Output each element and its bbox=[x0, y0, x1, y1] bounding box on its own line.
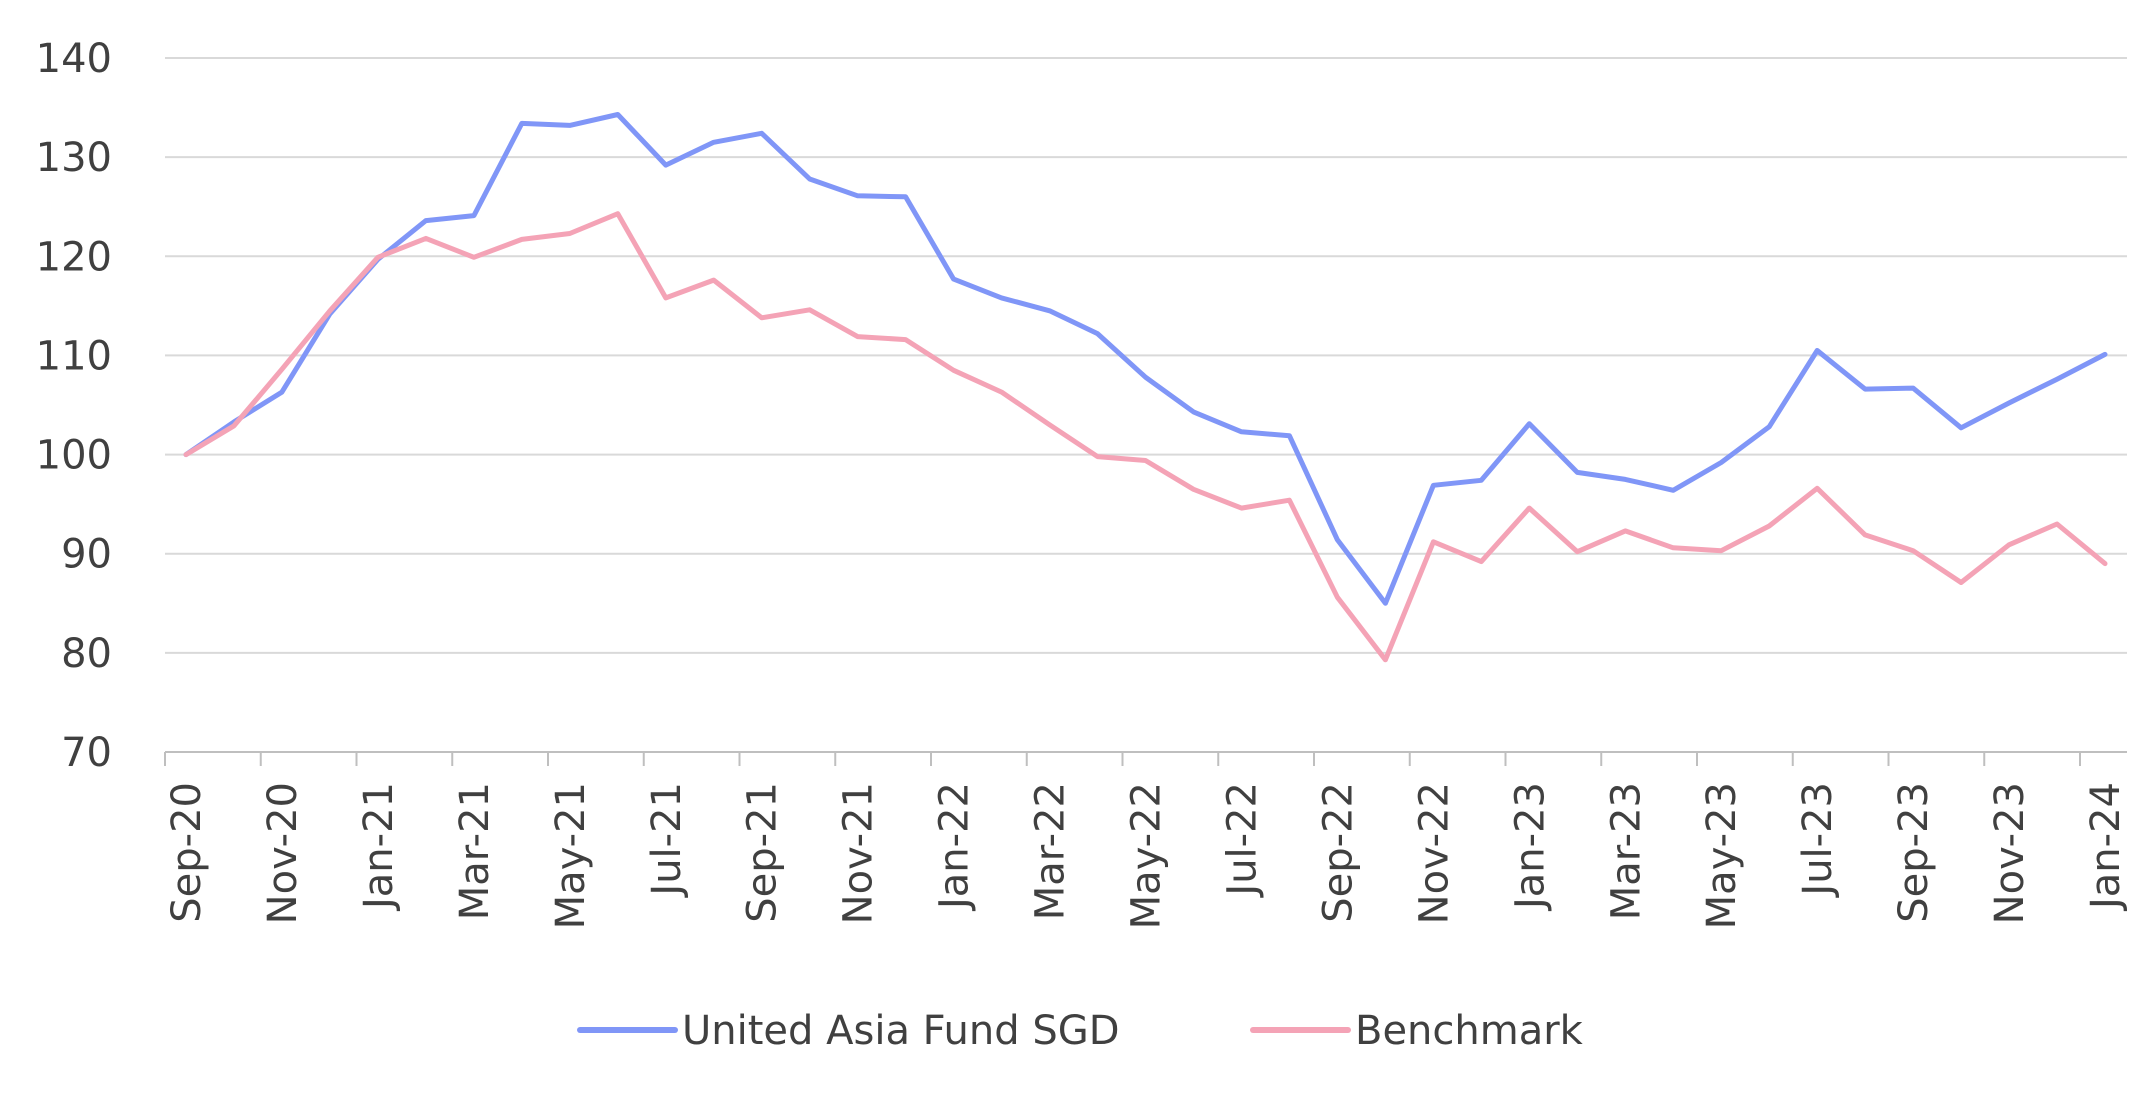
x-tick-label: Sep-21 bbox=[740, 782, 786, 923]
x-tick-label: Sep-23 bbox=[1891, 782, 1937, 923]
x-tick-label: Sep-20 bbox=[164, 782, 210, 923]
series-line-fund bbox=[183, 112, 2108, 606]
gridlines bbox=[165, 57, 2127, 654]
x-tick-label: Mar-23 bbox=[1603, 782, 1649, 920]
x-tick-label: Mar-21 bbox=[452, 782, 498, 920]
y-tick-label: 100 bbox=[36, 433, 112, 479]
x-tick-label: Jul-23 bbox=[1795, 782, 1841, 899]
y-tick-label: 120 bbox=[36, 234, 112, 280]
x-axis-tick-labels: Sep-20 Nov-20 Jan-21 Mar-21 May-21 Jul-21 Sep-… bbox=[164, 782, 2129, 929]
series-lines bbox=[183, 112, 2108, 663]
x-tick-label: Jan-21 bbox=[356, 782, 402, 912]
y-tick-label: 90 bbox=[61, 532, 112, 578]
x-tick-label: Jan-24 bbox=[2083, 782, 2129, 912]
x-tick-label: Sep-22 bbox=[1315, 782, 1361, 923]
x-tick-label: Nov-23 bbox=[1987, 782, 2033, 924]
legend-label: Benchmark bbox=[1355, 1008, 1584, 1054]
y-axis-tick-labels: 70 80 90 100 110 120 130 140 bbox=[36, 36, 112, 776]
legend: United Asia Fund SGD Benchmark bbox=[577, 1008, 1584, 1054]
legend-label: United Asia Fund SGD bbox=[682, 1008, 1120, 1054]
y-tick-label: 140 bbox=[36, 36, 112, 82]
x-tick-label: Jul-21 bbox=[644, 782, 690, 899]
y-tick-label: 110 bbox=[36, 333, 112, 379]
y-tick-label: 80 bbox=[61, 631, 112, 677]
x-tick-label: Mar-22 bbox=[1028, 782, 1074, 920]
x-tick-label: May-21 bbox=[548, 782, 594, 929]
x-tick-label: Nov-20 bbox=[260, 782, 306, 924]
x-tick-label: May-22 bbox=[1124, 782, 1170, 929]
y-tick-label: 70 bbox=[61, 730, 112, 776]
series-line-benchmark bbox=[183, 211, 2108, 663]
x-axis bbox=[164, 751, 2127, 766]
x-tick-label: Nov-21 bbox=[836, 782, 882, 924]
x-tick-label: Jan-22 bbox=[932, 782, 978, 912]
x-tick-label: Nov-22 bbox=[1411, 782, 1457, 924]
x-tick-label: Jul-22 bbox=[1219, 782, 1265, 899]
x-tick-label: May-23 bbox=[1699, 782, 1745, 929]
y-tick-label: 130 bbox=[36, 135, 112, 181]
x-tick-label: Jan-23 bbox=[1507, 782, 1553, 912]
